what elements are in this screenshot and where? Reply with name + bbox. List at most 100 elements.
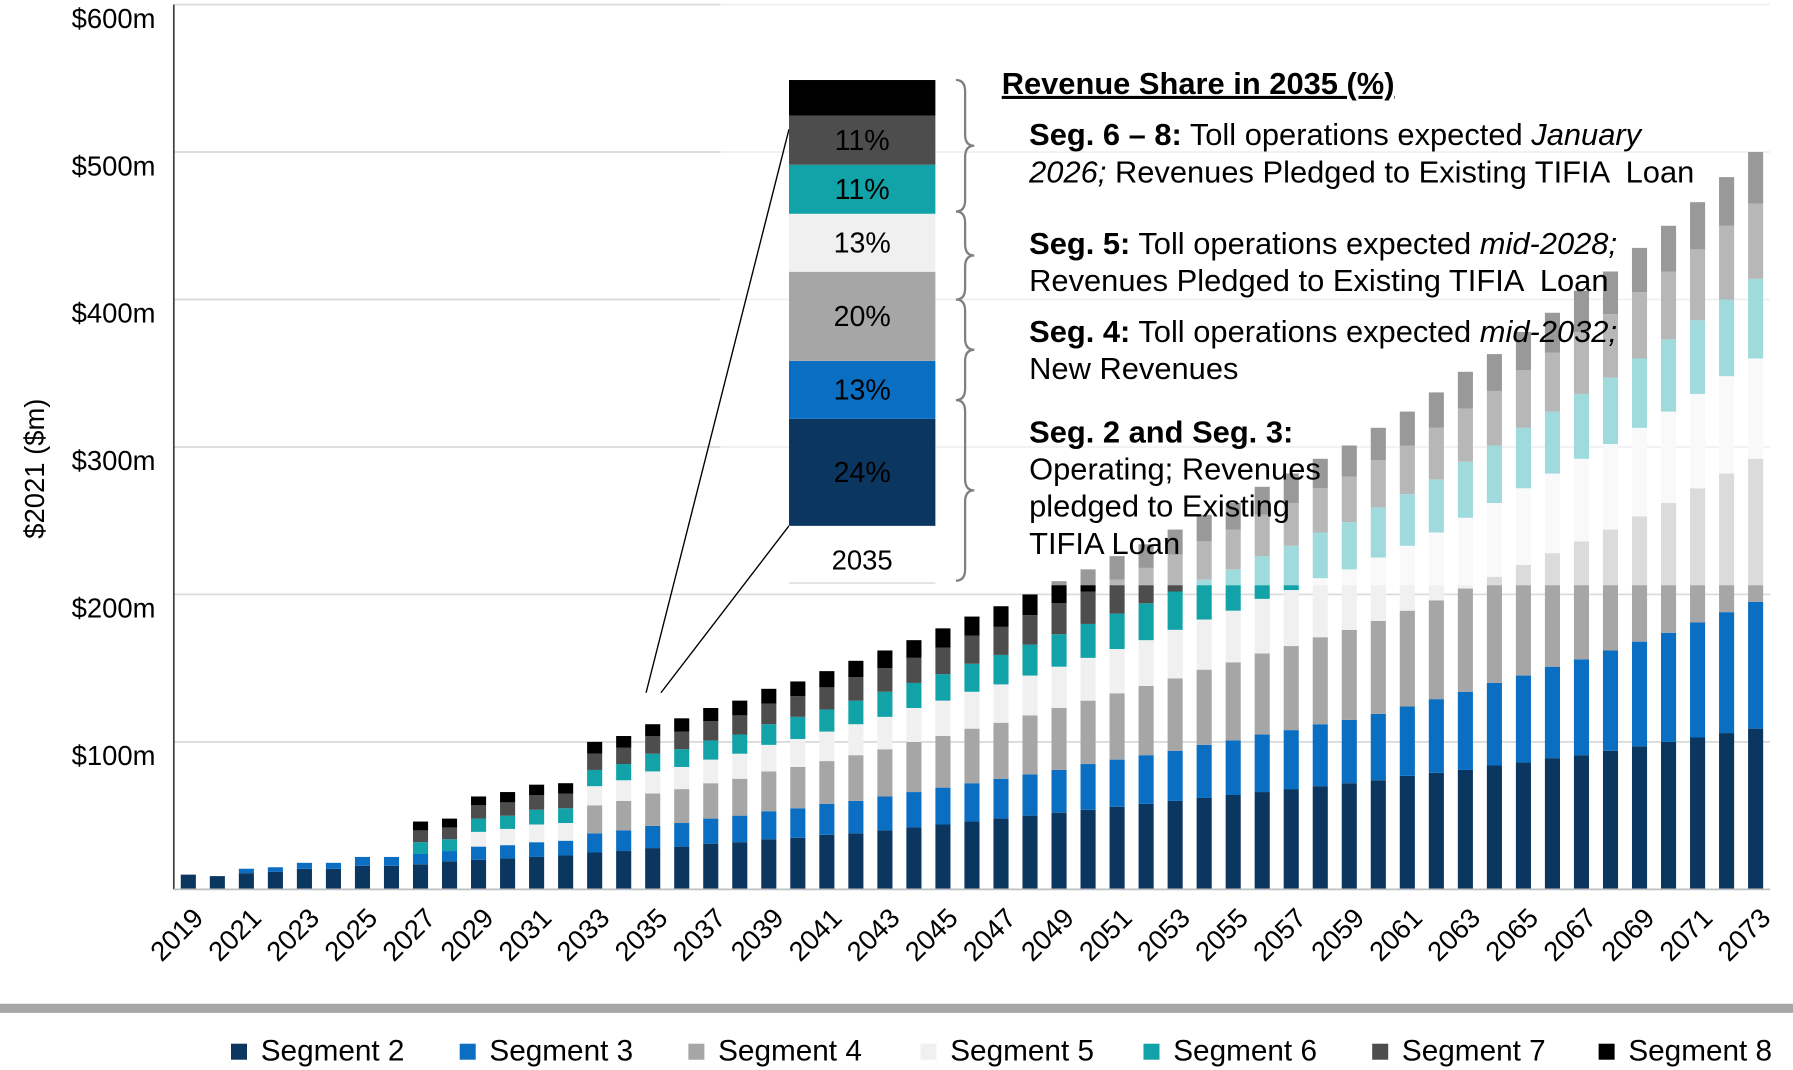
braces <box>955 78 975 582</box>
bar-segment <box>1138 685 1154 756</box>
inset-value-label: 24% <box>834 457 891 489</box>
inset-value-label: 11% <box>835 174 890 206</box>
bar-segment <box>616 780 632 801</box>
bar-segment <box>645 753 661 772</box>
bar-segment <box>935 700 951 737</box>
bar-segment <box>1138 755 1154 804</box>
bar-segment <box>790 696 806 717</box>
bar-segment <box>1283 590 1299 647</box>
legend-marker <box>1143 1043 1160 1060</box>
bar-segment <box>325 868 341 890</box>
bar-segment <box>1341 629 1357 720</box>
bar-segment <box>645 793 661 826</box>
bar-segment <box>906 707 922 742</box>
bar-segment <box>1167 629 1183 679</box>
annotation-run: TIFIA Loan <box>1029 526 1180 561</box>
bar-segment <box>267 871 283 890</box>
brace <box>955 398 975 582</box>
bar-segment <box>1167 750 1183 801</box>
annotation-line: New Revenues <box>1029 351 1238 386</box>
bar-segment <box>209 876 225 890</box>
bar-segment <box>383 865 400 890</box>
bar-segment <box>761 688 777 704</box>
y-tick-label: $400m <box>72 298 156 329</box>
x-tick-label: 2027 <box>376 902 441 967</box>
bar-segment <box>1748 601 1764 729</box>
bar-segment <box>877 830 893 890</box>
bar-segment <box>1312 578 1328 638</box>
annotation-run: Seg. 4: <box>1029 314 1130 349</box>
bar-segment <box>500 802 516 816</box>
bar-segment <box>761 703 777 725</box>
annotation-run: New Revenues <box>1029 351 1238 386</box>
x-tick-label: 2055 <box>1189 902 1254 967</box>
bar-segment <box>412 864 429 890</box>
bar-segment <box>1051 769 1067 813</box>
bar-segment <box>790 808 806 838</box>
bar-segment <box>964 691 980 729</box>
bar-segment <box>1196 619 1212 670</box>
bar-segment <box>1080 700 1096 765</box>
annotation-line: Revenues Pledged to Existing TIFIA Loan <box>1029 263 1608 298</box>
bar-segment <box>471 859 487 890</box>
annotation-run: Revenues Pledged to Existing TIFIA Loan <box>1029 263 1608 298</box>
x-tick-label: 2045 <box>899 902 964 967</box>
bar-segment <box>819 731 835 762</box>
annotation-line: pledged to Existing <box>1029 489 1290 524</box>
bar-segment <box>964 663 980 692</box>
bar-segment <box>1748 728 1764 890</box>
annotation-line: Operating; Revenues <box>1029 452 1321 487</box>
bar-segment <box>529 795 545 810</box>
x-tick-label: 2019 <box>144 902 209 967</box>
annotation-run: Toll operations expected <box>1182 117 1531 152</box>
bar-segment <box>848 700 864 725</box>
bar-segment <box>616 830 632 852</box>
bar-segment <box>819 687 835 710</box>
bar-segment <box>441 851 458 862</box>
legend-marker <box>920 1043 937 1060</box>
bar-segment <box>1196 744 1212 798</box>
x-tick-label: 2071 <box>1653 902 1718 967</box>
bar-segment <box>1312 786 1328 890</box>
annotation-run: Seg. 6 – 8: <box>1029 117 1182 152</box>
bar-segment <box>1660 741 1677 890</box>
bar-segment <box>587 852 603 890</box>
bar-segment <box>645 771 661 794</box>
bar-segment <box>325 862 341 869</box>
bar-segment <box>1022 644 1038 676</box>
bar-segment <box>1196 669 1212 745</box>
bar-segment <box>412 830 429 843</box>
bar-segment <box>732 753 748 779</box>
bar-segment <box>1486 682 1502 766</box>
bar-segment <box>732 700 748 716</box>
bar-segment <box>1022 615 1038 645</box>
inset-value-label: 8% <box>842 83 883 115</box>
bar-segment <box>1370 713 1386 781</box>
bar-segment <box>1312 637 1328 725</box>
bar-segment <box>645 736 661 754</box>
bar-segment <box>441 839 458 852</box>
bar-segment <box>877 668 893 692</box>
bar-segment <box>616 764 632 781</box>
x-tick-label: 2043 <box>841 902 906 967</box>
bar-segment <box>471 805 487 819</box>
bar-segment <box>1138 803 1154 890</box>
bar-segment <box>1428 772 1444 890</box>
bar-segment <box>1051 634 1067 667</box>
bar-segment <box>1457 769 1473 890</box>
bar-segment <box>558 808 574 824</box>
annotations: Seg. 6 – 8: Toll operations expected Jan… <box>1028 117 1694 561</box>
x-tick-label: 2021 <box>202 902 267 967</box>
bar-segment <box>964 783 980 822</box>
bar-segment <box>906 792 922 828</box>
bar-segment <box>1399 610 1415 707</box>
bar-segment <box>1109 693 1125 760</box>
bar-segment <box>1080 623 1096 658</box>
bar-segment <box>674 766 690 790</box>
bar-segment <box>819 803 835 835</box>
bar-segment <box>674 846 690 890</box>
bar-segment <box>761 771 777 812</box>
annotation-run: Toll operations expected <box>1130 226 1479 261</box>
grid: $100m $200m $300m $400m $500m $600m <box>72 3 1771 771</box>
bar-segment <box>790 738 806 767</box>
